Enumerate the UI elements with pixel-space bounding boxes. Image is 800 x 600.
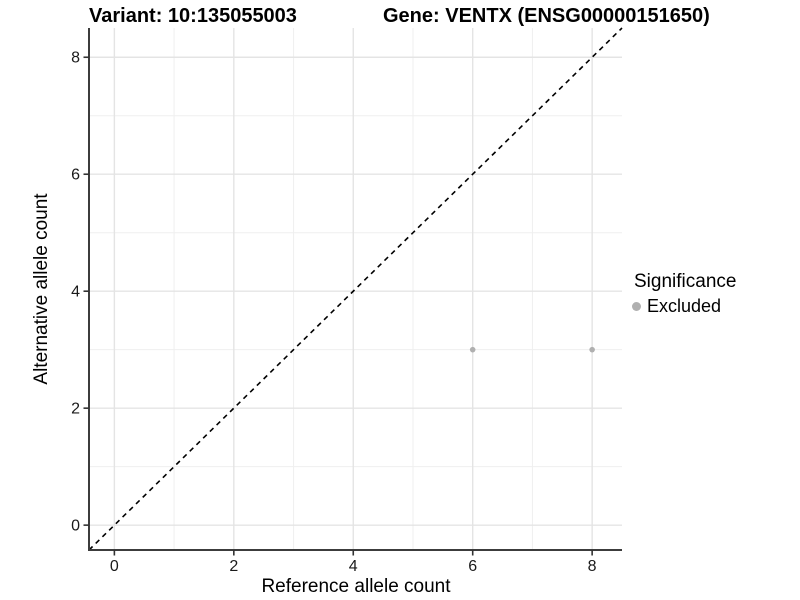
- plot-title-variant: Variant: 10:135055003: [89, 5, 297, 27]
- legend: Significance Excluded: [631, 271, 799, 317]
- y-axis-title: Alternative allele count: [31, 193, 52, 385]
- y-tick-label: 2: [71, 401, 80, 418]
- x-tick-label: 4: [349, 558, 358, 575]
- y-tick-label: 0: [71, 518, 80, 535]
- y-tick-label: 4: [71, 284, 80, 301]
- y-tick-label: 8: [71, 50, 80, 67]
- x-tick-label: 0: [110, 558, 119, 575]
- x-tick-label: 2: [229, 558, 238, 575]
- legend-item-label: Excluded: [647, 296, 722, 316]
- y-tick-label: 6: [71, 167, 80, 184]
- x-axis-title: Reference allele count: [261, 576, 451, 597]
- identity-dashed-line: [88, 27, 623, 551]
- x-tick-label: 6: [468, 558, 477, 575]
- data-point: [589, 346, 595, 353]
- legend-item-excluded: Excluded: [632, 296, 799, 317]
- plot-title-gene: Gene: VENTX (ENSG00000151650): [383, 5, 710, 27]
- x-tick-label: 8: [588, 558, 597, 575]
- data-point: [469, 346, 476, 353]
- legend-key-dot-icon: [632, 302, 641, 311]
- legend-title: Significance: [634, 271, 737, 292]
